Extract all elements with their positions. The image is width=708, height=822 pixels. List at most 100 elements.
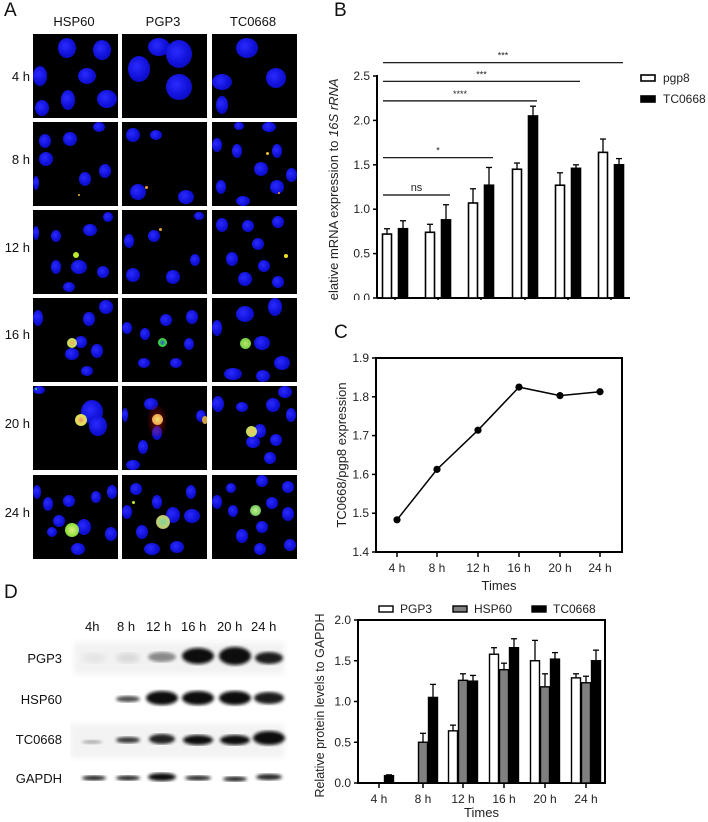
lane-label: 16 h [181,619,207,634]
x-tick-label: 24 h [588,561,611,575]
y-tick-label: 1.5 [353,158,370,172]
micrograph-tc0668-12h [212,210,297,294]
row-label-8h: 8 h [11,152,30,167]
bar-TC0668 [570,167,582,299]
x-tick-label: 8 h [415,792,432,806]
bar-HSP60 [539,686,551,784]
bar-PGP3 [570,677,582,784]
lane-label: 24 h [251,619,277,634]
blot-label-hsp60: HSP60 [20,692,62,707]
chart-c-ratio-line: 1.4 1.5 1.6 1.7 1.8 1.9 4 h 8 h 12 h 16 h 20 h 24 h… [334,351,623,590]
data-point [433,465,441,473]
legend-label: TC0668 [663,92,706,106]
bar-TC0668 [527,115,539,299]
row-label-4h: 4 h [11,69,30,84]
blot-label-tc0668: TC0668 [15,732,62,747]
chart-b-mrna-expression: 0.00.51.01.52.02.54 h8 h12 h16 h20 h24 h… [326,51,706,300]
data-point [393,516,401,524]
micrograph-pgp3-16h [122,298,207,382]
column-header-hsp60: HSP60 [53,14,95,29]
bar-TC0668 [397,227,409,299]
legend-swatch [531,605,547,613]
micrograph-tc0668-16h [212,298,297,382]
data-point [515,383,523,391]
bar-TC0668 [440,219,452,299]
column-header-tc0668: TC0668 [229,14,277,29]
significance-label: ns [411,182,423,194]
bar-TC0668 [483,184,495,299]
legend-swatch [640,74,656,82]
x-tick-label: 20 h [533,792,556,806]
bar-HSP60 [580,682,592,784]
chart-d-protein-levels: 0.0 0.5 1.0 1.5 2.0 4 h 8 h 12 h 16 h 20 h 24 h Tim… [313,602,606,820]
lane-label: 20 h [217,619,243,634]
y-tick-label: 0.5 [353,247,370,261]
blot-bands [70,642,285,782]
data-point [556,392,564,400]
legend-label: pgp8 [663,71,690,85]
row-label-24h: 24 h [4,505,30,520]
bar-TC0668 [590,660,602,784]
lane-label: 8 h [117,619,136,634]
x-tick-label: 4 h [371,792,388,806]
bar-pgp8 [511,168,523,299]
plot-frame [375,357,623,553]
x-tick-label: 12 h [466,561,489,575]
data-line [396,386,601,521]
micrograph-pgp3-8h [122,122,207,206]
micrograph-tc0668-4h [212,34,297,118]
y-tick-label: 0.5 [334,735,351,749]
bar-TC0668 [508,647,520,784]
bar-TC0668 [427,696,439,784]
blot-label-gapdh: GAPDH [15,771,62,786]
micrograph-hsp60-4h [33,34,118,118]
bar-PGP3 [529,660,541,784]
micrograph-pgp3-12h [122,210,207,294]
bar-PGP3 [447,730,459,784]
y-tick-label: 1.5 [352,506,369,520]
row-label-16h: 16 h [4,327,30,342]
plot-frame [357,619,606,784]
x-tick-label: 12 h [451,792,474,806]
significance-label: *** [498,51,509,61]
significance-label: **** [453,89,468,99]
bar-HSP60 [417,741,429,784]
y-axis-label: Relative mRNA expression to 16S rRNA [326,78,341,300]
bar-pgp8 [554,184,566,299]
bar-pgp8 [597,151,609,299]
lane-label: 12 h [146,619,172,634]
x-tick-label: 16 h [492,792,515,806]
blot-label-pgp3: PGP3 [27,651,62,666]
row-label-12h: 12 h [4,240,30,255]
y-tick-label: 1.6 [352,467,369,481]
legend-swatch [640,95,656,103]
significance-label: * [436,146,440,156]
y-tick-label: 0.0 [334,776,351,790]
micrograph-pgp3-4h [122,34,207,118]
x-axis-label: Times [464,805,499,820]
y-tick-label: 1.0 [353,202,370,216]
micrograph-hsp60-24h [33,475,118,559]
x-tick-label: 20 h [548,561,571,575]
y-tick-label: 1.4 [352,545,369,559]
significance-label: *** [476,69,487,79]
y-tick-label: 1.5 [334,654,351,668]
data-point [596,388,604,396]
micrograph-hsp60-8h [33,122,118,206]
x-axis-label: Times [482,578,517,590]
panel-letter-c: C [334,322,348,343]
bar-TC0668 [383,774,395,784]
x-tick-label: 16 h [507,561,530,575]
panel-letter-a: A [4,0,17,21]
micrograph-hsp60-20h [33,386,118,470]
y-tick-label: 1.9 [352,351,369,365]
bar-pgp8 [467,202,479,299]
bar-TC0668 [613,164,625,299]
legend-label: HSP60 [474,602,512,616]
bar-HSP60 [498,669,510,784]
legend-swatch [378,605,394,613]
micrograph-tc0668-24h [212,475,297,559]
x-tick-label: 4 h [389,561,406,575]
micrograph-pgp3-24h [122,475,207,559]
bar-HSP60 [457,679,469,784]
